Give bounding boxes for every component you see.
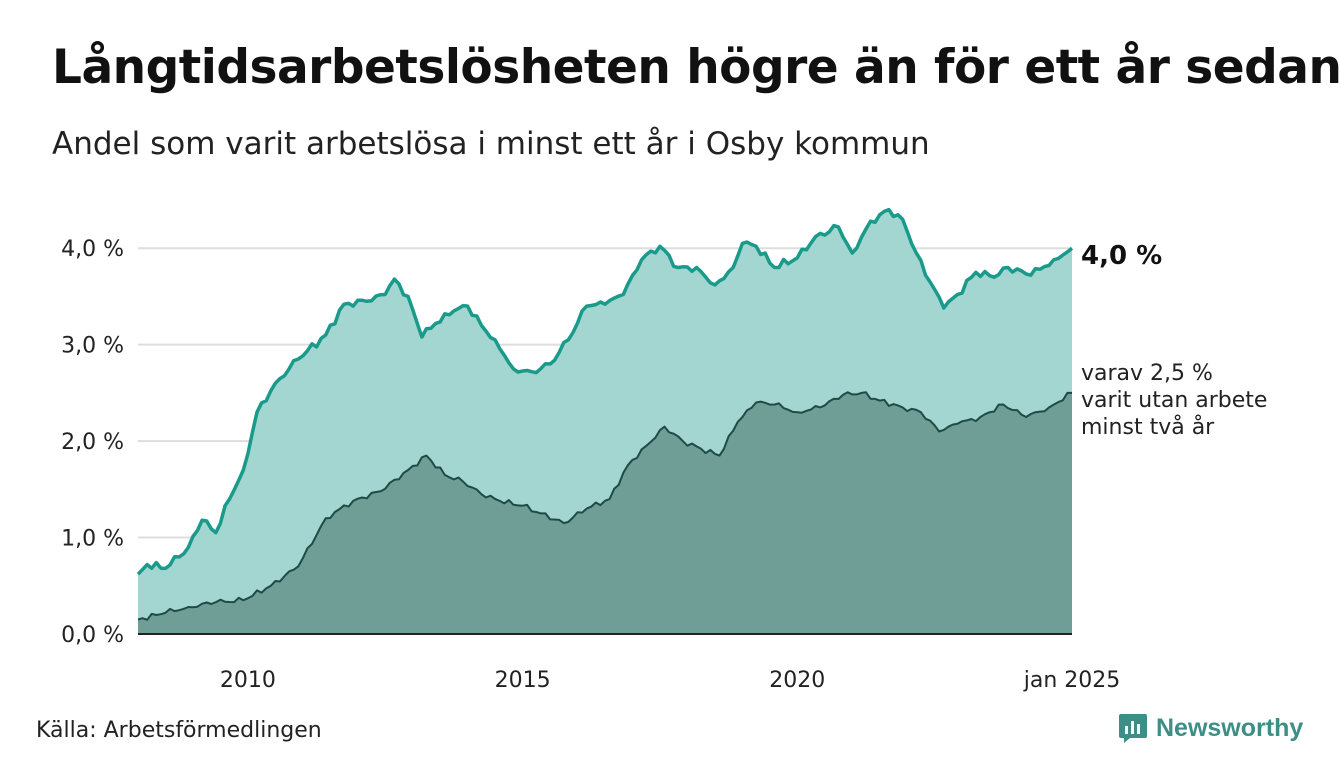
latest-value-label: 4,0 % (1081, 241, 1162, 271)
chart-lines (136, 207, 1074, 621)
x-tick-label-3: jan 2025 (1023, 668, 1121, 693)
y-tick-label-2: 2,0 % (61, 430, 124, 455)
chart-callouts: 4,0 % varav 2,5 % varit utan arbete mins… (1081, 241, 1267, 440)
series-1-line (137, 391, 1072, 621)
y-tick-label-3: 3,0 % (61, 334, 124, 359)
series-0-line (136, 207, 1074, 576)
y-tick-label-4: 4,0 % (61, 237, 124, 262)
callout-sub-line-3: minst två år (1081, 414, 1215, 440)
x-tick-label-2: 2020 (769, 668, 825, 693)
bar-chart-logo-icon (1119, 714, 1147, 743)
x-tick-label-1: 2015 (495, 668, 551, 693)
x-tick-label-0: 2010 (220, 668, 276, 693)
chart-areas (138, 209, 1072, 634)
brand-name: Newsworthy (1156, 713, 1304, 742)
y-tick-label-1: 1,0 % (61, 527, 124, 552)
chart-title: Långtidsarbetslösheten högre än för ett … (52, 40, 1340, 95)
y-tick-label-0: 0,0 % (61, 623, 124, 648)
series-1-area (138, 392, 1072, 634)
callout-sub-line-2: varit utan arbete (1081, 388, 1267, 413)
callout-sub-line-1: varav 2,5 % (1081, 361, 1213, 386)
source-label: Källa: Arbetsförmedlingen (36, 718, 322, 743)
chart-subtitle: Andel som varit arbetslösa i minst ett å… (52, 126, 930, 162)
chart-axes: 0,0 % 1,0 % 2,0 % 3,0 % 4,0 % 2010 2015 2020 jan… (61, 237, 1120, 693)
brand-logo: Newsworthy (1118, 712, 1303, 744)
